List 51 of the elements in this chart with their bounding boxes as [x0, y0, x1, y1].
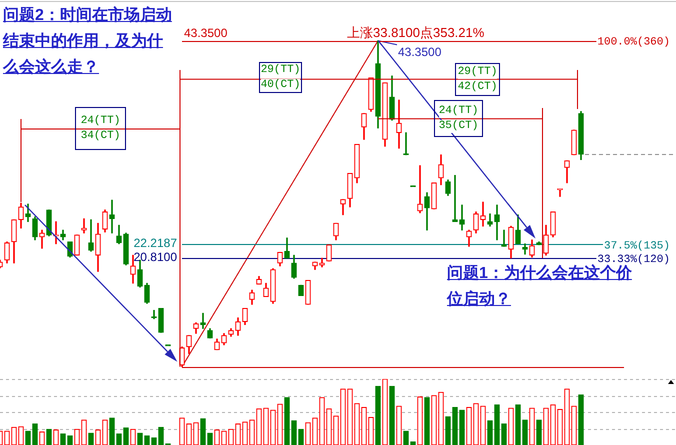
- annotation: 20.8100: [134, 250, 177, 264]
- bar: [445, 416, 451, 445]
- bar: [375, 386, 381, 445]
- bar: [207, 432, 213, 445]
- annotation: 问题1：为什么会在这个价位启动？: [447, 264, 632, 310]
- annotation: 22.2187: [134, 236, 177, 250]
- candlestick: [109, 200, 115, 234]
- ref-line-label: 37.5%(135): [604, 240, 670, 252]
- bar: [501, 424, 507, 445]
- annotation: 24(TT) 34(CT): [80, 114, 120, 142]
- bar: [46, 428, 52, 445]
- ref-line-label: 33.33%(120): [597, 254, 670, 266]
- bar: [25, 430, 31, 445]
- annotation: 29(TT) 40(CT): [260, 64, 300, 92]
- bar: [67, 435, 73, 445]
- bar: [403, 430, 409, 445]
- bar: [536, 420, 542, 445]
- ref-line-label: 100.0%(360): [597, 36, 670, 49]
- candlestick: [417, 165, 423, 214]
- bar: [158, 426, 164, 445]
- bar: [424, 397, 430, 445]
- candlestick: [494, 204, 500, 240]
- bar: [109, 418, 115, 445]
- bar: [522, 420, 528, 445]
- annotation: 43.3500: [398, 44, 442, 59]
- bar: [494, 404, 500, 445]
- bar: [291, 420, 297, 445]
- bar: [515, 404, 521, 445]
- bar: [200, 418, 206, 445]
- bar: [144, 435, 150, 445]
- annotation: 问题2：时间在市场启动结束中的作用，及为什么会这么走？: [3, 5, 173, 78]
- bar: [452, 407, 458, 445]
- candlestick: [88, 219, 94, 252]
- bar: [60, 433, 66, 445]
- annotation: 43.3500: [184, 26, 228, 40]
- bar: [298, 428, 304, 445]
- text: 上涨33.8100点353.21%: [347, 25, 484, 40]
- annotation: 29(TT) 42(CT): [458, 66, 498, 94]
- candlestick: [459, 204, 465, 230]
- bar: [487, 420, 493, 445]
- bar: [88, 432, 94, 445]
- bar: [137, 432, 143, 445]
- bar: [578, 394, 584, 445]
- candlestick: [480, 202, 486, 227]
- bar: [459, 410, 465, 445]
- bar: [32, 424, 38, 445]
- bar: [389, 386, 395, 445]
- bar: [284, 397, 290, 445]
- bar: [116, 433, 122, 445]
- annotation: 24(TT) 35(CT): [438, 104, 478, 132]
- candlestick: [396, 100, 402, 149]
